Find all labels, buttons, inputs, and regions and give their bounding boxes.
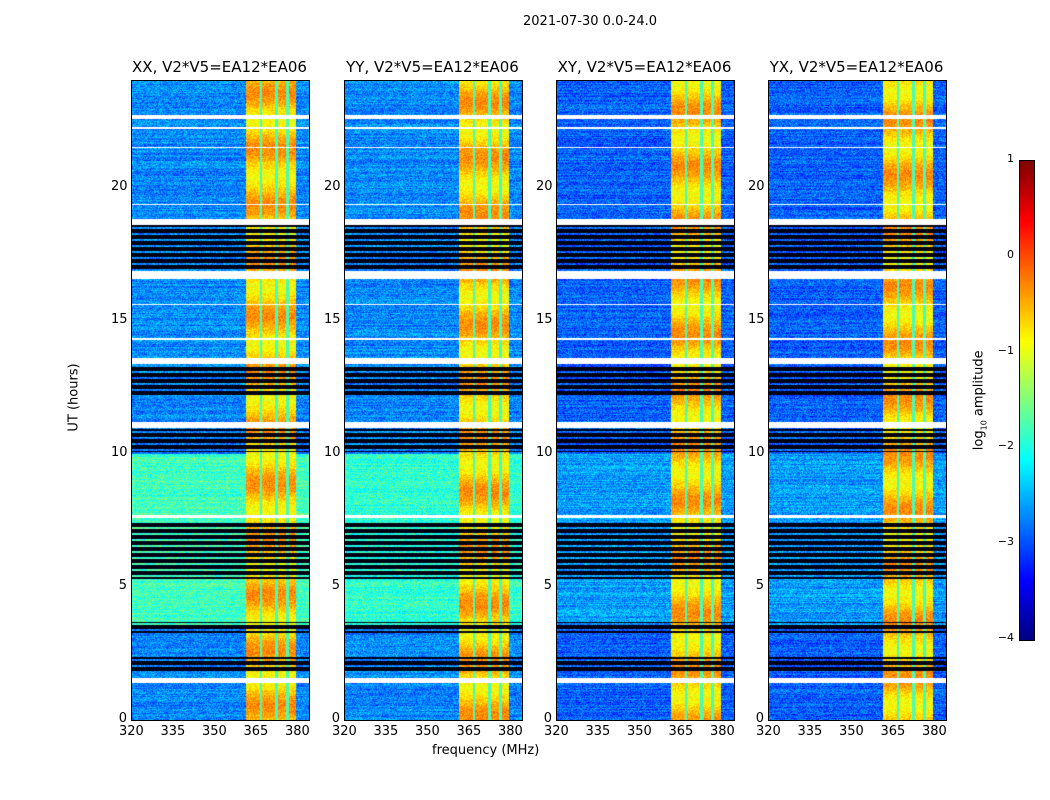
x-tick-label: 335 [160, 724, 186, 739]
y-tick-label: 10 [324, 444, 341, 460]
x-tick-label: 365 [456, 724, 482, 739]
x-tick-label: 320 [119, 724, 144, 739]
x-tick-label: 380 [921, 724, 947, 739]
heatmap-cells [557, 81, 734, 720]
colorbar-tick-label: 1 [1007, 152, 1014, 165]
y-tick-label: 5 [331, 577, 340, 593]
x-tick-label: 380 [709, 724, 735, 739]
y-tick-label: 10 [536, 444, 553, 460]
heatmap-cells [769, 81, 946, 720]
panel-title: XY, V2*V5=EA12*EA06 [557, 58, 732, 76]
y-tick-label: 10 [111, 444, 128, 460]
colorbar-tick-label: −1 [997, 343, 1014, 357]
figure-title: 2021-07-30 0.0-24.0 [523, 14, 657, 29]
x-tick-label: 320 [332, 724, 357, 739]
x-tick-label: 335 [797, 724, 823, 739]
y-axis-label: UT (hours) [66, 363, 82, 432]
x-tick-label: 335 [585, 724, 611, 739]
y-tick-label: 0 [331, 711, 340, 726]
colorbar-label: log10 amplitude [971, 350, 989, 451]
y-tick-label: 20 [536, 178, 553, 194]
x-tick-label: 365 [668, 724, 694, 739]
y-tick-label: 5 [543, 577, 552, 593]
heatmap-panel-2 [556, 80, 735, 721]
x-tick-label: 350 [414, 724, 440, 739]
panel-title: YX, V2*V5=EA12*EA06 [769, 58, 944, 76]
y-tick-label: 15 [324, 311, 341, 327]
heatmap-panel-0 [131, 80, 310, 721]
x-tick-label: 350 [201, 724, 227, 739]
y-tick-label: 15 [111, 311, 128, 327]
heatmap-panel-3 [768, 80, 947, 721]
y-tick-label: 0 [755, 711, 764, 726]
y-tick-label: 0 [118, 711, 127, 726]
colorbar [1019, 160, 1035, 641]
heatmap-cells [345, 81, 522, 720]
y-tick-label: 5 [755, 577, 764, 593]
x-axis-label: frequency (MHz) [432, 743, 540, 758]
y-tick-label: 15 [748, 311, 765, 327]
x-tick-label: 320 [544, 724, 569, 739]
y-tick-label: 15 [536, 311, 553, 327]
heatmap-cells [132, 81, 309, 720]
x-tick-label: 380 [497, 724, 523, 739]
x-tick-label: 335 [373, 724, 399, 739]
x-tick-label: 350 [838, 724, 864, 739]
heatmap-panel-1 [344, 80, 523, 721]
y-tick-label: 20 [324, 178, 341, 194]
x-tick-label: 320 [756, 724, 781, 739]
x-tick-label: 350 [626, 724, 652, 739]
panel-title: XX, V2*V5=EA12*EA06 [132, 58, 307, 76]
panel-title: YY, V2*V5=EA12*EA06 [346, 58, 519, 76]
colorbar-tick-label: −3 [997, 535, 1014, 549]
y-tick-label: 5 [118, 577, 127, 593]
y-tick-label: 20 [748, 178, 765, 194]
colorbar-tick-label: 0 [1007, 247, 1014, 261]
x-tick-label: 365 [880, 724, 906, 739]
x-tick-label: 365 [243, 724, 269, 739]
y-tick-label: 20 [111, 178, 128, 194]
colorbar-tick-label: −2 [997, 439, 1014, 453]
y-tick-label: 0 [543, 711, 552, 726]
x-tick-label: 380 [284, 724, 310, 739]
y-tick-label: 10 [748, 444, 765, 460]
colorbar-tick-label: −4 [997, 631, 1014, 644]
